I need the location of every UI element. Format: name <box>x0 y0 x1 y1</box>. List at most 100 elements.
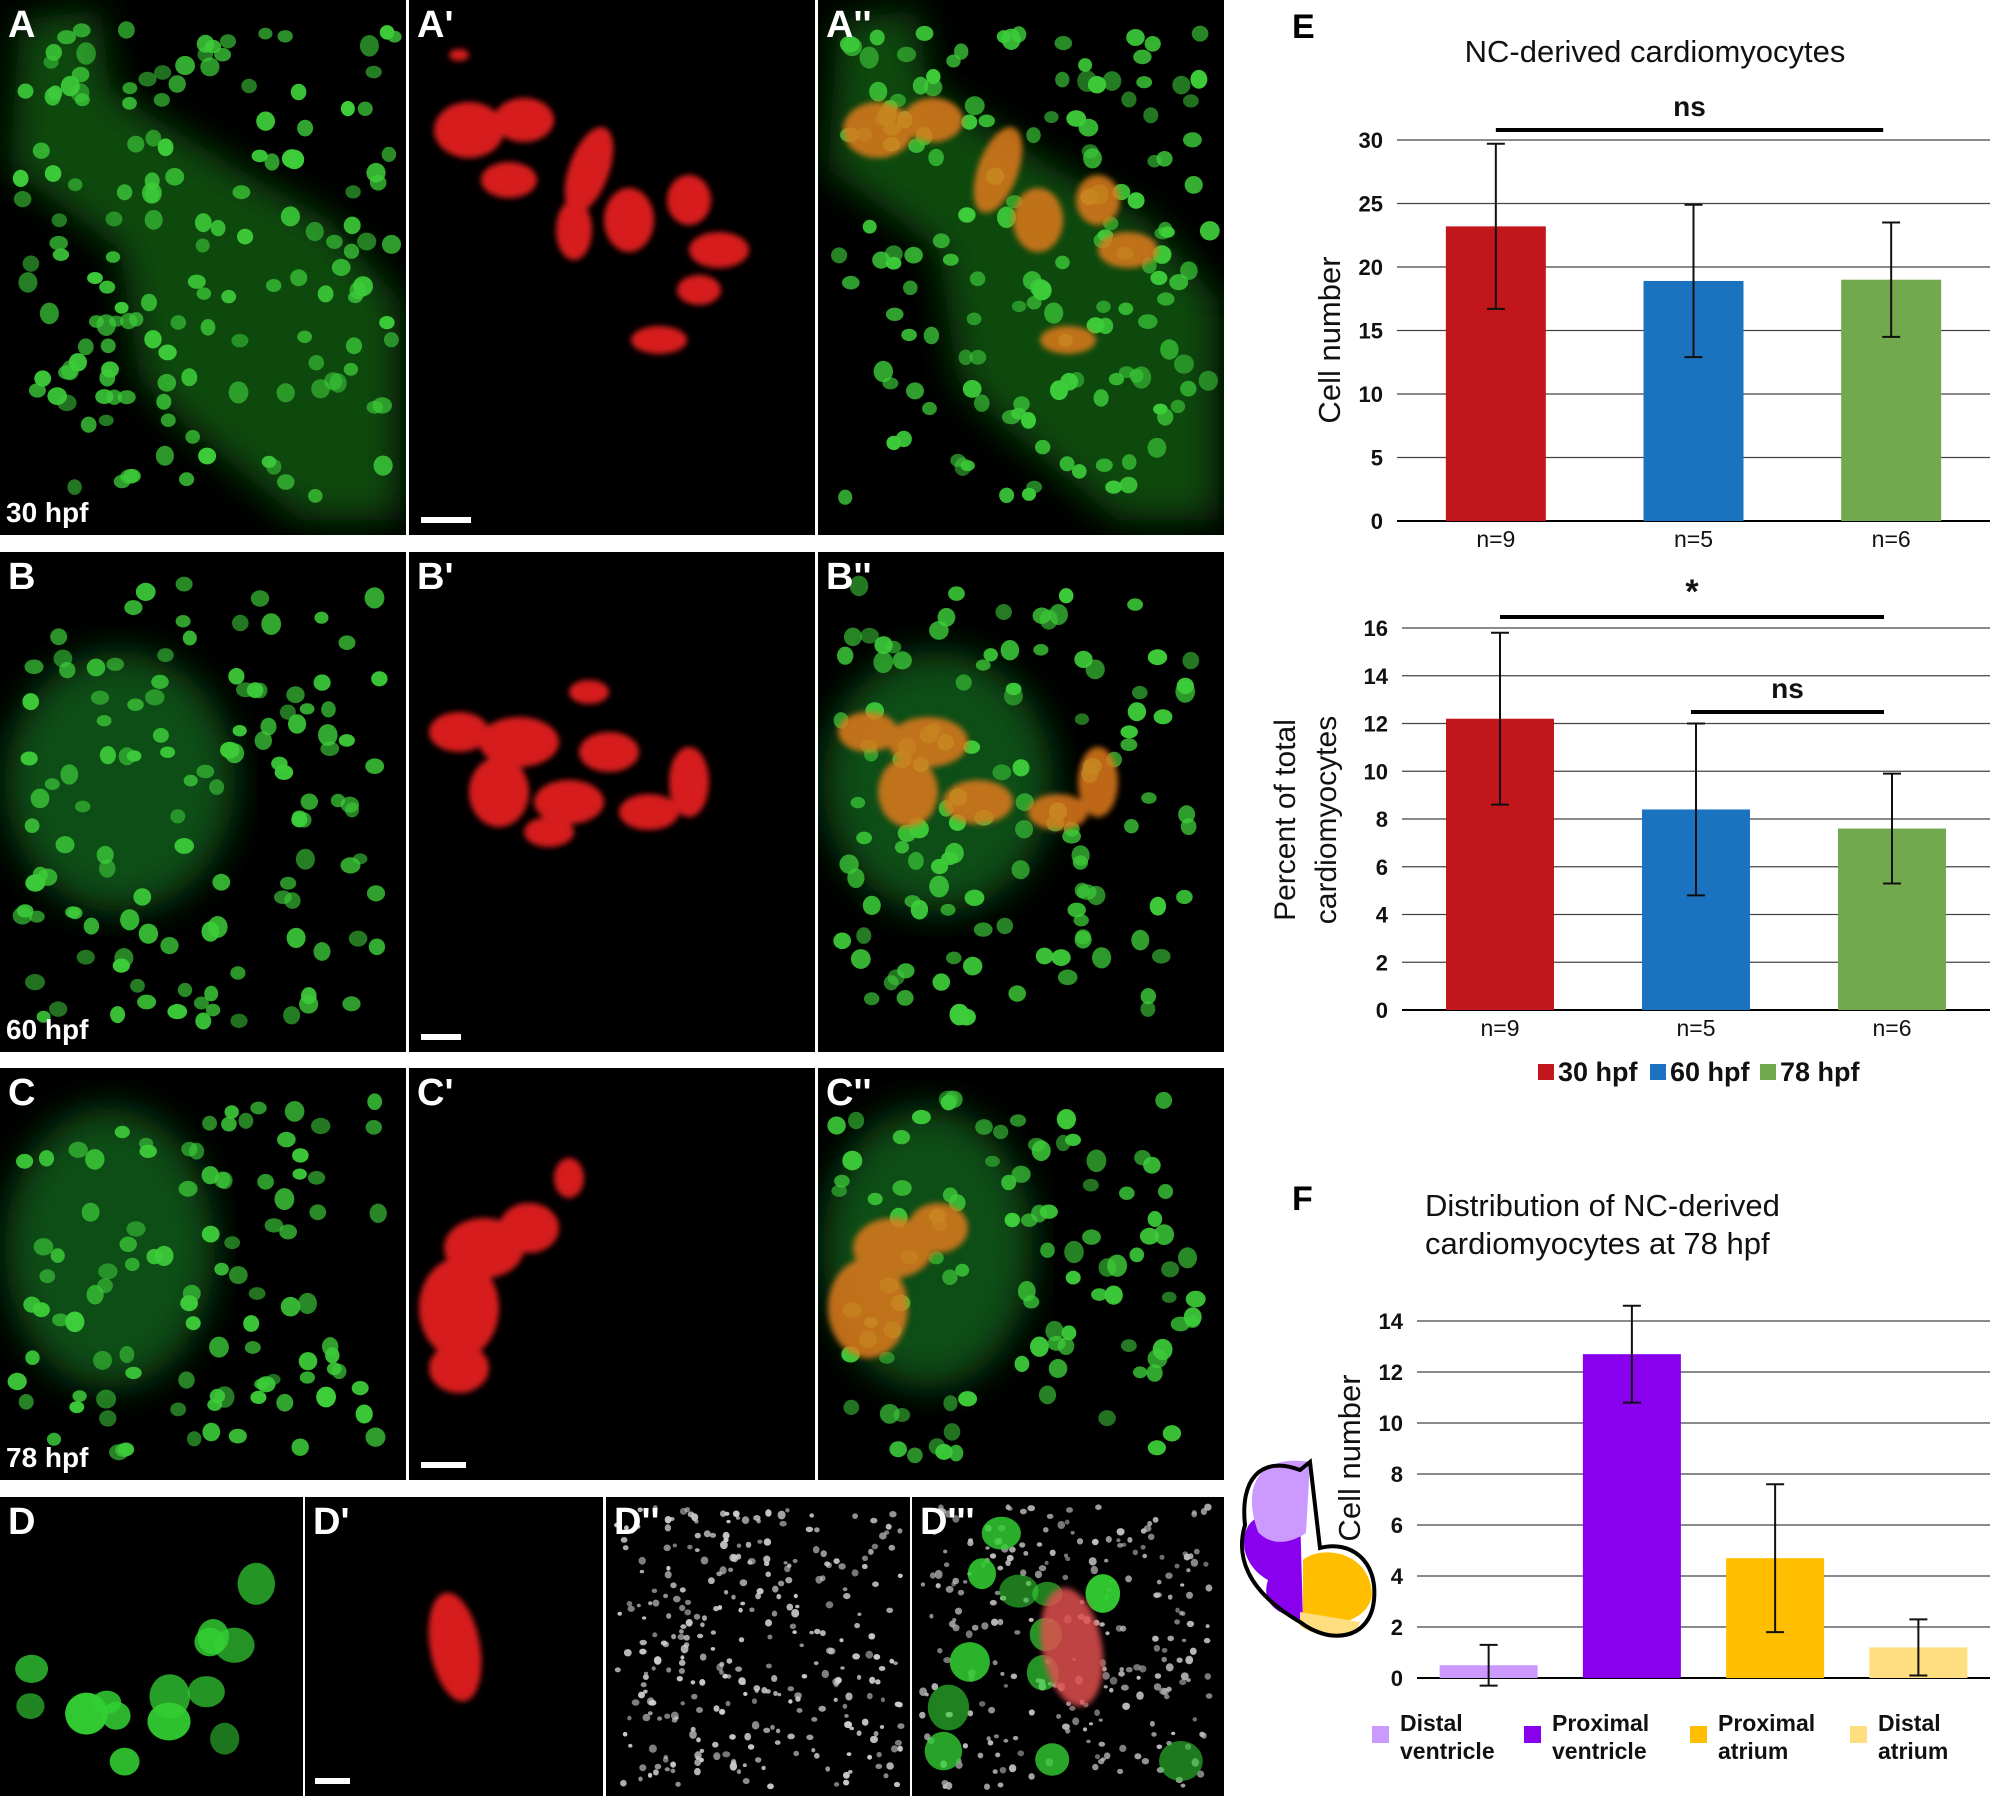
nucleus <box>843 1399 860 1415</box>
nucleus <box>345 802 359 818</box>
nucleus <box>160 413 176 427</box>
nucleus <box>628 1743 633 1748</box>
panel-label-a-double-prime: A'' <box>826 4 872 46</box>
nucleus <box>290 83 307 101</box>
nucleus <box>751 1698 758 1704</box>
nucleus <box>1078 118 1099 137</box>
nucleus <box>157 138 174 157</box>
figure-label-e: E <box>1292 8 1315 46</box>
nucleus <box>1107 1254 1128 1277</box>
nucleus <box>962 1743 968 1749</box>
nucleus <box>642 1674 649 1680</box>
nucleus <box>1021 412 1036 429</box>
nucleus <box>1044 111 1059 124</box>
nucleus <box>183 774 198 787</box>
nucleus <box>935 1443 953 1460</box>
nucleus <box>987 1740 994 1746</box>
nucleus <box>712 1741 719 1748</box>
nucleus <box>379 25 395 40</box>
nucleus <box>1005 682 1022 696</box>
nucleus <box>24 818 40 833</box>
nucleus <box>198 447 217 465</box>
nucleus <box>886 1762 894 1770</box>
nucleus <box>1003 1684 1009 1688</box>
nucleus <box>677 1634 685 1640</box>
nucleus <box>1108 372 1125 386</box>
nucleus <box>997 1565 1004 1571</box>
panel-c-double-prime: C'' <box>818 1068 1224 1480</box>
nucleus <box>983 648 998 662</box>
y-tick-label: 6 <box>1391 1513 1403 1538</box>
nucleus <box>277 474 295 490</box>
nucleus <box>726 1658 733 1664</box>
nucleus <box>1133 1664 1141 1671</box>
nucleus <box>276 383 295 403</box>
panel-a-prime: A' <box>409 0 815 535</box>
nucleus <box>231 333 249 348</box>
nucleus <box>765 1619 772 1627</box>
nucleus <box>775 1728 781 1734</box>
nucleus <box>657 1716 663 1721</box>
nucleus <box>305 221 324 242</box>
nucleus <box>1167 1635 1174 1642</box>
nucleus <box>1174 1619 1180 1625</box>
nucleus <box>897 1723 905 1729</box>
nucleus <box>1119 1667 1124 1672</box>
nucleus <box>157 373 177 392</box>
nucleus <box>299 703 315 715</box>
nucleus <box>133 888 152 906</box>
nucleus <box>939 1508 947 1515</box>
nucleus <box>648 1601 653 1606</box>
nucleus <box>359 35 379 57</box>
nucleus <box>942 1269 958 1285</box>
nucleus <box>629 1528 635 1534</box>
nucleus <box>651 1588 658 1593</box>
nucleus <box>1164 1694 1170 1700</box>
y-tick-label: 12 <box>1379 1360 1403 1385</box>
nucleus <box>986 1736 991 1741</box>
nucleus <box>1147 437 1167 458</box>
nucleus <box>787 1686 795 1692</box>
nucleus <box>1185 1290 1206 1308</box>
nucleus <box>929 875 949 898</box>
nucleus <box>16 904 34 918</box>
nucleus <box>1182 651 1200 670</box>
time-label-a: 30 hpf <box>6 497 89 528</box>
nucleus <box>1136 1691 1144 1700</box>
nucleus <box>70 83 90 103</box>
nucleus <box>702 1615 707 1621</box>
nucleus <box>101 1701 131 1730</box>
scale-bar <box>421 1034 461 1040</box>
nucleus <box>1183 132 1202 148</box>
nucleus <box>1038 1385 1057 1405</box>
nucleus <box>175 615 191 628</box>
nucleus <box>869 1676 876 1684</box>
nucleus <box>308 355 325 371</box>
nucleus <box>1146 1364 1163 1382</box>
nucleus <box>1088 1722 1094 1726</box>
nucleus <box>1157 1184 1174 1199</box>
nucleus <box>740 1601 746 1606</box>
nucleus <box>920 1582 926 1587</box>
nucleus <box>813 1661 819 1666</box>
nucleus <box>1057 1521 1066 1529</box>
micrograph-a-green <box>10 10 402 520</box>
nucleus <box>1091 1288 1108 1301</box>
y-tick-label: 6 <box>1376 855 1388 880</box>
nucleus <box>212 873 231 891</box>
nucleus <box>811 1717 818 1722</box>
panel-label-c: C <box>8 1072 36 1114</box>
nucleus <box>297 330 312 343</box>
nucleus <box>838 1563 846 1570</box>
nucleus <box>351 1381 369 1396</box>
nucleus <box>842 1703 848 1709</box>
nucleus <box>209 779 225 795</box>
nucleus <box>295 848 315 870</box>
nucleus <box>846 1752 852 1756</box>
nucleus <box>283 1006 301 1025</box>
nucleus <box>1189 1647 1197 1655</box>
nucleus <box>736 1543 742 1548</box>
nucleus <box>349 281 367 300</box>
nucleus <box>1176 889 1193 905</box>
nucleus <box>627 1715 632 1721</box>
